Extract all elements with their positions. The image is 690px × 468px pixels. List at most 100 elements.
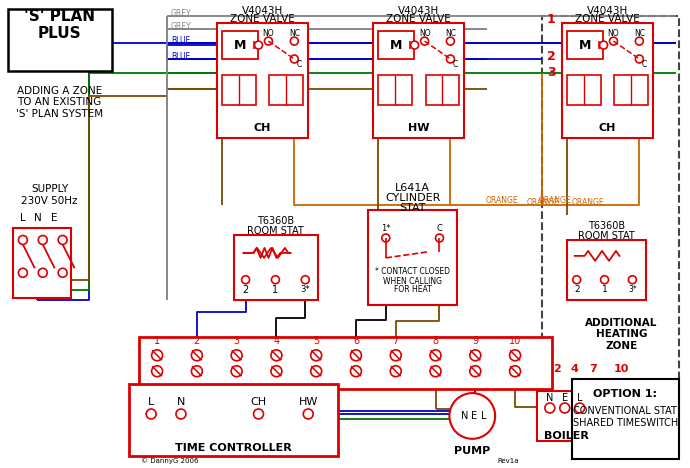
Text: NO: NO: [263, 29, 274, 37]
Circle shape: [302, 276, 309, 284]
Bar: [542, 16, 679, 419]
Text: NC: NC: [289, 29, 300, 37]
Circle shape: [58, 235, 67, 244]
Text: C: C: [437, 224, 442, 233]
Text: E: E: [52, 213, 58, 223]
Circle shape: [146, 409, 156, 419]
Text: 'S' PLAN
PLUS: 'S' PLAN PLUS: [24, 9, 95, 41]
Text: C: C: [297, 60, 302, 69]
Text: L: L: [148, 397, 155, 407]
Text: NC: NC: [445, 29, 456, 37]
Text: GREY: GREY: [171, 22, 192, 31]
Text: CONVENTIONAL STAT
SHARED TIMESWITCH: CONVENTIONAL STAT SHARED TIMESWITCH: [573, 406, 678, 428]
Text: M: M: [233, 38, 246, 51]
Text: TIME CONTROLLER: TIME CONTROLLER: [175, 443, 292, 453]
Bar: [234, 235, 318, 300]
Circle shape: [510, 350, 520, 361]
Bar: [368, 210, 457, 305]
Text: 2: 2: [242, 285, 248, 295]
Text: L: L: [482, 411, 487, 421]
Circle shape: [351, 366, 362, 377]
Circle shape: [19, 235, 28, 244]
Text: E: E: [562, 393, 568, 403]
Text: 10: 10: [613, 364, 629, 374]
Text: CH: CH: [599, 123, 616, 132]
Circle shape: [255, 41, 262, 49]
Text: 1: 1: [547, 13, 555, 26]
Text: CH: CH: [250, 397, 266, 407]
Bar: [373, 23, 464, 138]
Text: M: M: [390, 38, 402, 51]
Text: 8: 8: [433, 336, 439, 346]
Text: N: N: [461, 411, 468, 421]
Text: ZONE VALVE: ZONE VALVE: [575, 14, 640, 24]
Text: ZONE VALVE: ZONE VALVE: [230, 14, 295, 24]
Circle shape: [421, 37, 428, 45]
Text: L641A: L641A: [395, 183, 430, 193]
Bar: [378, 75, 412, 105]
Circle shape: [191, 366, 202, 377]
Text: HW: HW: [408, 123, 429, 132]
Bar: [221, 75, 255, 105]
Bar: [566, 240, 647, 300]
Text: CH: CH: [254, 123, 271, 132]
Circle shape: [411, 41, 419, 49]
Circle shape: [38, 268, 47, 277]
Text: C: C: [453, 60, 458, 69]
Text: BLUE: BLUE: [171, 36, 190, 44]
Circle shape: [470, 350, 481, 361]
Text: 2: 2: [547, 50, 555, 63]
Circle shape: [271, 366, 282, 377]
Circle shape: [152, 350, 163, 361]
Circle shape: [430, 366, 441, 377]
Text: 1: 1: [154, 336, 160, 346]
Circle shape: [264, 37, 273, 45]
Text: L: L: [20, 213, 26, 223]
Text: V4043H: V4043H: [242, 6, 283, 16]
Text: 6: 6: [353, 336, 359, 346]
Circle shape: [382, 234, 390, 242]
Circle shape: [435, 234, 444, 242]
Circle shape: [449, 393, 495, 439]
Text: N: N: [546, 393, 553, 403]
Bar: [426, 75, 460, 105]
Circle shape: [391, 350, 401, 361]
Text: OPTION 1:: OPTION 1:: [593, 389, 658, 399]
Circle shape: [231, 366, 242, 377]
Text: NO: NO: [608, 29, 620, 37]
Text: N: N: [34, 213, 41, 223]
Circle shape: [191, 350, 202, 361]
Text: SUPPLY
230V 50Hz: SUPPLY 230V 50Hz: [21, 184, 78, 206]
Circle shape: [19, 268, 28, 277]
Text: L: L: [577, 393, 582, 403]
Circle shape: [351, 350, 362, 361]
Circle shape: [391, 366, 401, 377]
Text: 5: 5: [313, 336, 319, 346]
Text: 3*: 3*: [628, 285, 637, 294]
Circle shape: [629, 276, 636, 284]
Text: T6360B: T6360B: [588, 221, 625, 231]
Text: GREY: GREY: [171, 9, 192, 18]
Text: HW: HW: [299, 397, 318, 407]
Bar: [139, 337, 552, 389]
Text: 7: 7: [393, 336, 399, 346]
Text: PUMP: PUMP: [454, 446, 491, 456]
Circle shape: [310, 366, 322, 377]
Bar: [270, 75, 304, 105]
Circle shape: [600, 41, 607, 49]
Circle shape: [176, 409, 186, 419]
Text: NC: NC: [634, 29, 645, 37]
Text: 2: 2: [553, 364, 561, 374]
Circle shape: [304, 409, 313, 419]
Circle shape: [635, 55, 643, 63]
Text: 2: 2: [574, 285, 580, 294]
Bar: [221, 31, 257, 59]
Text: M: M: [578, 38, 591, 51]
Text: 7: 7: [590, 364, 598, 374]
Circle shape: [271, 350, 282, 361]
Text: BLUE: BLUE: [171, 51, 190, 60]
Bar: [537, 391, 602, 441]
Circle shape: [290, 37, 298, 45]
Text: ORANGE: ORANGE: [538, 196, 571, 205]
Text: 4: 4: [571, 364, 579, 374]
